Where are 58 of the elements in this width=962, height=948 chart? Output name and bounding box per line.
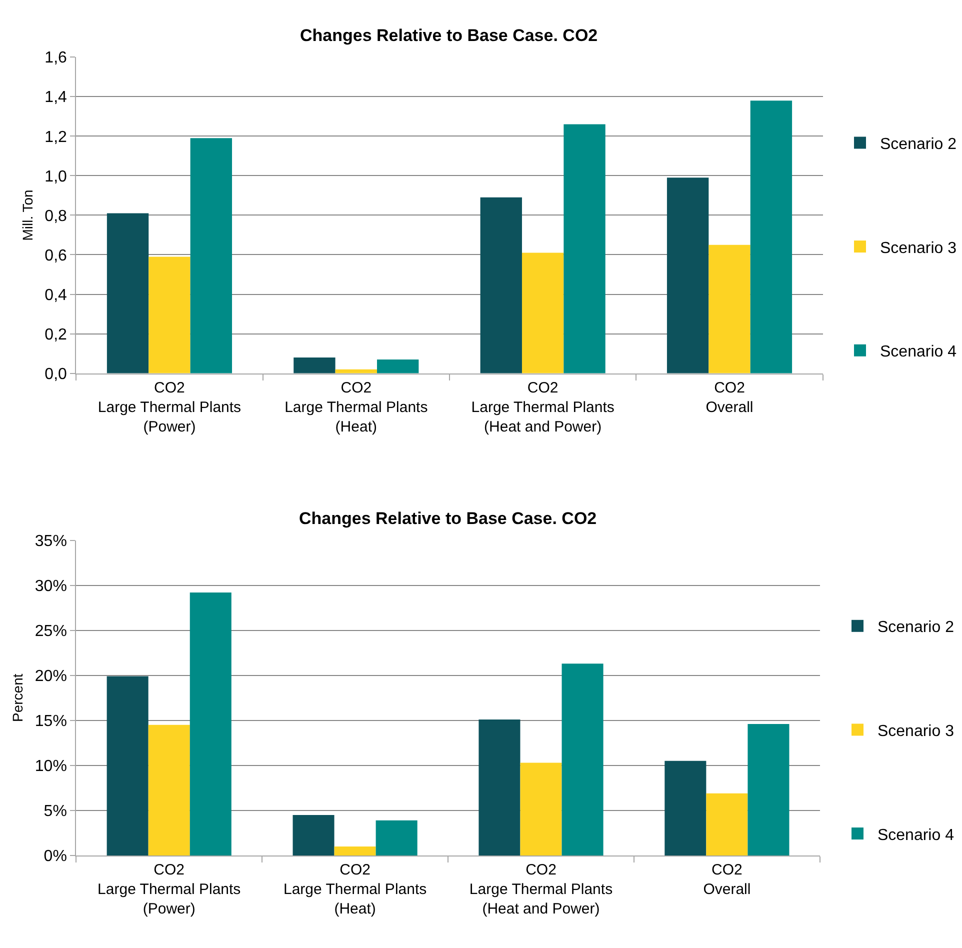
bar <box>564 124 606 374</box>
y-tick-label: 0% <box>44 848 67 866</box>
y-tick-label: 35% <box>34 532 67 550</box>
chart-title: Changes Relative to Base Case. CO2 <box>299 509 597 528</box>
legend-label: Scenario 4 <box>877 826 954 844</box>
y-tick-label: 1,2 <box>44 128 68 146</box>
y-tick-label: 25% <box>34 622 67 640</box>
x-tick-label: CO2 Large Thermal Plants (Power) <box>98 862 241 918</box>
y-tick-label: 0,4 <box>44 286 68 304</box>
bar <box>664 760 706 856</box>
y-tick-label: 10% <box>34 758 67 776</box>
x-tick-label: CO2 Large Thermal Plants (Heat and Power) <box>469 862 613 918</box>
x-tick-label: CO2 Large Thermal Plants (Heat) <box>283 862 427 918</box>
bar <box>292 814 334 856</box>
y-axis-title: Percent <box>10 674 26 722</box>
bar <box>106 213 149 374</box>
bar <box>666 178 709 374</box>
chart-title: Changes Relative to Base Case. CO2 <box>300 26 598 45</box>
bar <box>294 357 336 374</box>
x-tick-label: CO2 Overall <box>706 379 754 416</box>
y-axis-title: Mill. Ton <box>19 190 36 241</box>
legend-label: Scenario 4 <box>880 344 957 361</box>
y-tick-label: 1,0 <box>44 168 68 186</box>
bar <box>376 820 418 856</box>
bar <box>478 720 520 856</box>
bar <box>148 724 190 856</box>
y-tick-label: 0,8 <box>44 208 68 225</box>
legend-label: Scenario 2 <box>877 619 954 636</box>
y-tick-label: 20% <box>34 668 67 685</box>
x-tick-label: CO2 Overall <box>703 862 751 898</box>
bar <box>148 256 190 374</box>
y-tick-label: 30% <box>34 578 67 595</box>
x-tick-label: CO2 Large Thermal Plants (Heat) <box>284 379 428 436</box>
bar <box>376 359 419 374</box>
legend-label: Scenario 3 <box>880 240 957 257</box>
legend-label: Scenario 3 <box>877 722 954 740</box>
bar <box>750 100 792 374</box>
y-tick-label: 0,6 <box>44 247 68 264</box>
y-tick-label: 15% <box>34 713 67 730</box>
bar <box>190 138 232 374</box>
bar <box>562 664 604 856</box>
x-tick-label: CO2 Large Thermal Plants (Power) <box>98 379 242 436</box>
bar <box>522 252 564 374</box>
y-tick-label: 0,2 <box>44 326 68 344</box>
bar <box>106 676 148 856</box>
y-tick-label: 1,6 <box>44 50 68 67</box>
bar <box>334 846 376 856</box>
y-tick-label: 5% <box>44 803 67 820</box>
y-tick-label: 1,4 <box>44 89 68 106</box>
bar <box>190 592 232 856</box>
bar <box>748 724 790 856</box>
y-tick-label: 0,0 <box>44 366 68 383</box>
bar <box>520 762 562 856</box>
bar <box>708 244 750 374</box>
legend-label: Scenario 2 <box>880 136 957 153</box>
x-tick-label: CO2 Large Thermal Plants (Heat and Power) <box>471 379 614 436</box>
bar <box>480 197 522 374</box>
bar <box>706 793 748 856</box>
